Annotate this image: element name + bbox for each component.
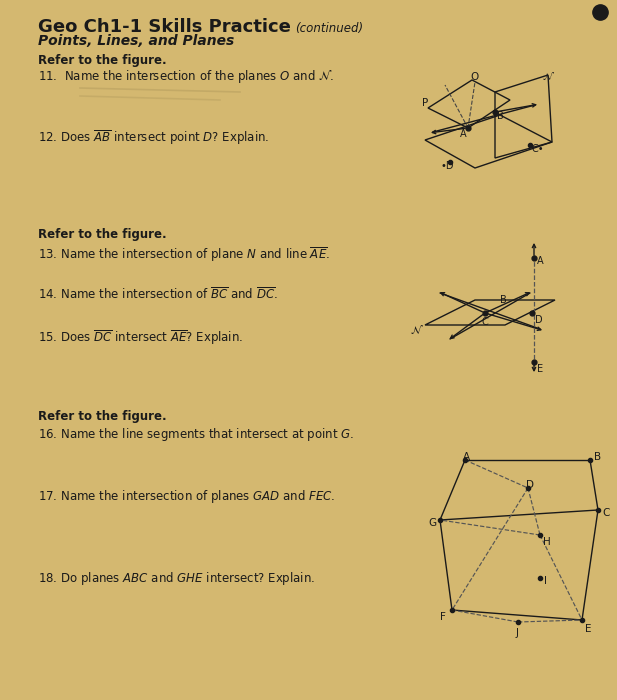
Text: B: B [497, 111, 503, 121]
Text: A: A [537, 256, 544, 266]
Text: 18. Do planes $ABC$ and $GHE$ intersect? Explain.: 18. Do planes $ABC$ and $GHE$ intersect?… [38, 570, 315, 587]
Text: 14. Name the intersection of $\overline{BC}$ and $\overline{DC}$.: 14. Name the intersection of $\overline{… [38, 286, 278, 302]
Text: A: A [463, 452, 470, 462]
Text: E: E [537, 364, 543, 374]
Text: B: B [594, 452, 601, 462]
Text: D: D [535, 315, 542, 325]
Text: I: I [544, 576, 547, 586]
Text: 11.  Name the intersection of the planes $O$ and $\mathcal{N}$.: 11. Name the intersection of the planes … [38, 68, 334, 85]
Text: D: D [526, 480, 534, 490]
Text: O: O [470, 72, 478, 82]
Text: Refer to the figure.: Refer to the figure. [38, 228, 167, 241]
Text: Geo Ch1-1 Skills Practice: Geo Ch1-1 Skills Practice [38, 18, 291, 36]
Text: A: A [460, 129, 466, 139]
Text: H: H [543, 537, 551, 547]
Text: E: E [585, 624, 592, 634]
Text: 12. Does $\overline{AB}$ intersect point $D$? Explain.: 12. Does $\overline{AB}$ intersect point… [38, 128, 270, 147]
Text: Points, Lines, and Planes: Points, Lines, and Planes [38, 34, 234, 48]
Text: Refer to the figure.: Refer to the figure. [38, 54, 167, 67]
Text: B: B [500, 295, 507, 305]
Text: C: C [481, 317, 488, 327]
Text: (continued): (continued) [295, 22, 363, 35]
Text: C•: C• [532, 144, 545, 154]
Text: 16. Name the line segments that intersect at point $G$.: 16. Name the line segments that intersec… [38, 426, 354, 443]
Text: Refer to the figure.: Refer to the figure. [38, 410, 167, 423]
Text: P: P [422, 98, 428, 108]
Text: 13. Name the intersection of plane $N$ and line $\overline{AE}$.: 13. Name the intersection of plane $N$ a… [38, 245, 330, 264]
Text: C: C [602, 508, 610, 518]
Text: F: F [440, 612, 446, 622]
Text: G: G [428, 518, 436, 528]
Text: $\mathcal{N}$: $\mathcal{N}$ [542, 70, 555, 82]
Text: J: J [516, 628, 519, 638]
Text: 15. Does $\overline{DC}$ intersect $\overline{AE}$? Explain.: 15. Does $\overline{DC}$ intersect $\ove… [38, 328, 243, 347]
Text: $\mathcal{N}$: $\mathcal{N}$ [410, 323, 424, 336]
Text: •D: •D [440, 161, 453, 171]
Text: 17. Name the intersection of planes $GAD$ and $FEC$.: 17. Name the intersection of planes $GAD… [38, 488, 336, 505]
